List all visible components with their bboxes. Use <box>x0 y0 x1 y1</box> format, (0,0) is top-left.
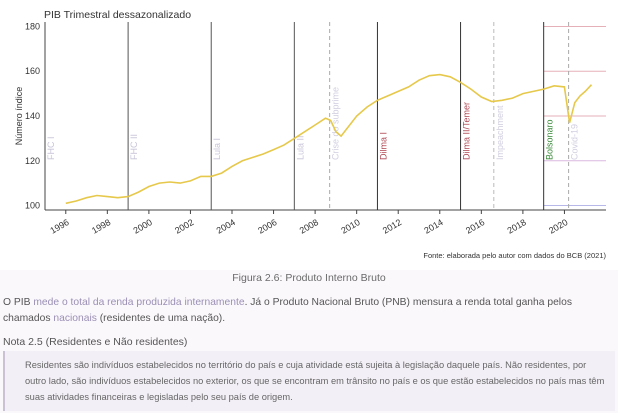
x-tick-label: 2000 <box>132 217 154 236</box>
figure-caption: Figura 2.6: Produto Interno Bruto <box>232 272 386 284</box>
x-tick-label: 2014 <box>422 217 444 236</box>
chart-title: PIB Trimestral dessazonalizado <box>44 9 191 21</box>
x-tick-label: 2016 <box>464 217 486 236</box>
x-tick-label: 2006 <box>256 217 278 236</box>
x-tick-label: 2018 <box>506 217 528 236</box>
event-label: Dilma II/Temer <box>462 102 472 160</box>
x-tick-label: 2010 <box>339 217 361 236</box>
note-text: Residentes são indivíduos estabelecidos … <box>25 360 605 402</box>
x-tick-label: 2002 <box>173 217 195 236</box>
x-tick-label: 1998 <box>90 217 112 236</box>
x-tick-label: 2012 <box>381 217 403 236</box>
event-label: Crise do subprime <box>331 87 341 160</box>
event-label: Dilma I <box>378 132 388 160</box>
event-label: Lula I <box>212 138 222 160</box>
gdp-chart: PIB Trimestral dessazonalizado Número índ… <box>14 9 606 260</box>
x-tick-label: 2008 <box>298 217 320 236</box>
series-line <box>65 73 593 205</box>
y-axis-label: Número índice <box>14 87 24 146</box>
y-tick-label: 100 <box>25 201 40 211</box>
note-box: Residentes são indivíduos estabelecidos … <box>3 351 615 411</box>
paragraph-link-1[interactable]: mede o total da renda produzida internam… <box>33 297 245 308</box>
y-tick-label: 120 <box>25 156 40 166</box>
paragraph-text-3: (residentes de uma nação). <box>96 313 226 324</box>
event-label: Bolsonaro <box>545 119 555 160</box>
body-paragraph: O PIB mede o total da renda produzida in… <box>3 295 613 327</box>
y-tick-label: 140 <box>25 111 40 121</box>
y-tick-label: 160 <box>25 66 40 76</box>
paragraph-text-2: . Já o Produto Nacional Bruto (PNB) mens… <box>3 297 572 324</box>
x-tick-label: 2020 <box>547 217 569 236</box>
event-label: Lula II <box>295 135 305 160</box>
event-label: FHC II <box>129 134 139 160</box>
chart-figure: PIB Trimestral dessazonalizado Número índ… <box>14 9 607 260</box>
event-label: Impeachment <box>495 105 505 160</box>
y-tick-label: 180 <box>25 21 40 31</box>
event-label: Covid-19 <box>570 124 580 160</box>
x-tick-label: 1996 <box>48 217 70 236</box>
x-tick-label: 2004 <box>215 217 237 236</box>
note-title: Nota 2.5 (Residentes e Não residentes) <box>3 336 188 348</box>
chart-source: Fonte: elaborada pelo autor com dados do… <box>423 251 606 260</box>
paragraph-link-2[interactable]: nacionais <box>53 313 97 324</box>
paragraph-text-1: O PIB <box>3 297 34 308</box>
event-label: FHC I <box>46 137 56 161</box>
